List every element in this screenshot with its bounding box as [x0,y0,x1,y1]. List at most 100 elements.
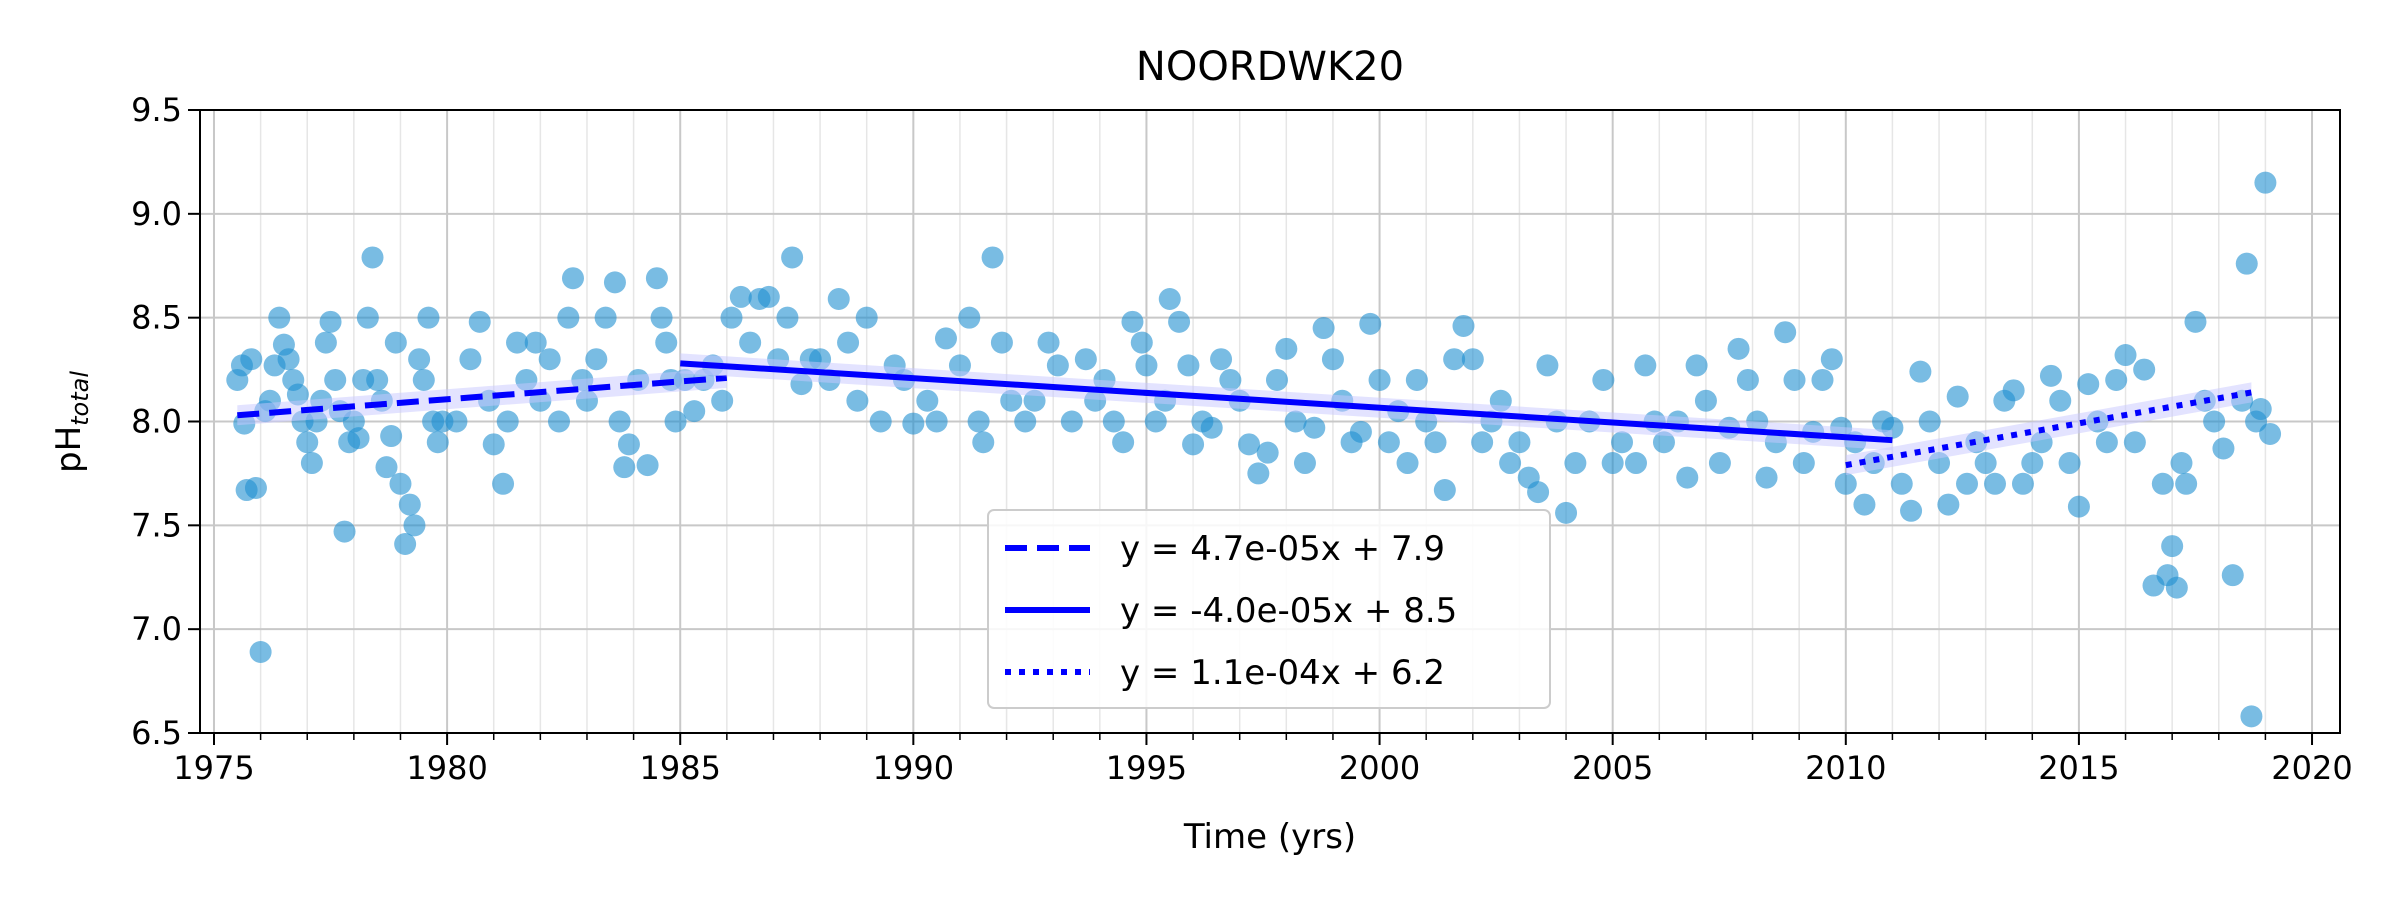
data-point [1820,348,1843,371]
data-point [356,306,379,329]
data-point [389,472,412,495]
data-point [855,306,878,329]
data-point [1433,479,1456,502]
data-point [1983,472,2006,495]
data-point [1634,354,1657,377]
data-point [958,306,981,329]
data-point [268,306,291,329]
data-point [492,472,515,495]
data-point [683,400,706,423]
data-point [2184,310,2207,333]
data-point [1210,348,1233,371]
data-point [2221,564,2244,587]
data-point [2235,252,2258,275]
data-point [1037,331,1060,354]
data-point [645,267,668,290]
legend-entry-2: y = -4.0e-05x + 8.5 [1120,591,1457,631]
data-point [286,383,309,406]
data-point [459,348,482,371]
data-point [2077,373,2100,396]
data-point [333,520,356,543]
data-point [2114,344,2137,367]
data-point [1130,331,1153,354]
data-point [1293,452,1316,475]
data-point [2259,422,2282,445]
fit-line-dashed [237,374,728,419]
data-point [2133,358,2156,381]
data-point [1368,368,1391,391]
data-point [408,348,431,371]
data-point [1624,452,1647,475]
data-point [934,327,957,350]
data-point [1536,354,1559,377]
data-point [650,306,673,329]
data-point [1736,368,1759,391]
data-point [1890,472,1913,495]
data-point [1937,493,1960,516]
data-point [398,493,421,516]
x-tick-label: 1980 [406,749,487,787]
data-point [361,246,384,269]
data-point [1783,368,1806,391]
data-point [916,389,939,412]
data-point [720,306,743,329]
data-point [538,348,561,371]
data-point [1592,368,1615,391]
data-point [1652,431,1675,454]
data-point [781,246,804,269]
y-tick-label: 8.5 [131,299,182,337]
data-point [1918,410,1941,433]
data-point [296,431,319,454]
data-point [2254,171,2277,194]
data-point [2058,452,2081,475]
data-point [1755,466,1778,489]
x-tick-label: 2005 [1572,749,1653,787]
data-point [1121,310,1144,333]
data-point [1443,348,1466,371]
data-point [608,410,631,433]
data-point [827,287,850,310]
data-point [1359,312,1382,335]
data-point [1834,472,1857,495]
data-point [1321,348,1344,371]
data-point [2151,472,2174,495]
data-point [1112,431,1135,454]
data-point [2170,452,2193,475]
data-point [2021,452,2044,475]
data-point [1238,433,1261,456]
data-point [1946,385,1969,408]
data-point [561,267,584,290]
data-point [347,427,370,450]
data-point [2049,389,2072,412]
legend-entry-3: y = 1.1e-04x + 6.2 [1120,653,1445,693]
data-point [776,306,799,329]
data-point [557,306,580,329]
data-point [711,389,734,412]
data-point [729,285,752,308]
data-point [1774,321,1797,344]
data-point [1349,420,1372,443]
data-point [1046,354,1069,377]
x-tick-label: 2015 [2038,749,2119,787]
y-tick-label: 7.0 [131,610,182,648]
data-point [1956,472,1979,495]
data-point [2002,379,2025,402]
data-point [1694,389,1717,412]
data-point [1676,466,1699,489]
data-point [1060,410,1083,433]
data-point [2161,535,2184,558]
data-point [445,410,468,433]
data-point [2249,398,2272,421]
x-tick-label: 1990 [873,749,954,787]
data-point [1135,354,1158,377]
data-point [2067,495,2090,518]
data-point [1200,416,1223,439]
data-point [846,389,869,412]
data-point [426,431,449,454]
fit-line-solid [680,360,1893,444]
data-point [547,410,570,433]
data-point [244,476,267,499]
x-tick-label: 2000 [1339,749,1420,787]
data-point [1177,354,1200,377]
